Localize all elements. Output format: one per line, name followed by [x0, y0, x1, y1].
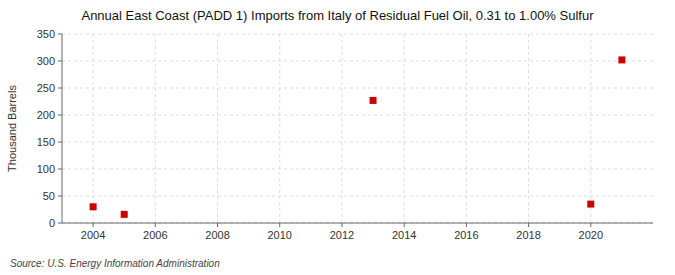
x-grid-line [279, 34, 280, 223]
x-grid-line [93, 34, 94, 223]
x-tick-label: 2004 [81, 229, 105, 241]
points [90, 56, 626, 217]
y-tick-label: 350 [37, 28, 55, 40]
x-tick-label: 2016 [454, 229, 478, 241]
y-grid-line [62, 61, 653, 62]
y-tick [58, 115, 62, 116]
y-grid-line [62, 169, 653, 170]
x-grid-line [217, 34, 218, 223]
y-grid-line [62, 196, 653, 197]
y-tick-label: 0 [49, 217, 55, 229]
x-grid-line [404, 34, 405, 223]
point [370, 97, 377, 104]
x-tick-label: 2012 [330, 229, 354, 241]
x-grid-line [528, 34, 529, 223]
x-tick-label: 2006 [143, 229, 167, 241]
y-tick-label: 100 [37, 163, 55, 175]
y-tick-label: 50 [43, 190, 55, 202]
y-grid-line [62, 142, 653, 143]
x-tick [155, 223, 156, 227]
y-tick [58, 142, 62, 143]
y-tick [58, 61, 62, 62]
x-grid-line [590, 34, 591, 223]
x-tick [279, 223, 280, 227]
y-tick-label: 150 [37, 136, 55, 148]
y-tick-label: 250 [37, 82, 55, 94]
y-tick [58, 196, 62, 197]
y-tick [58, 88, 62, 89]
x-tick-label: 2020 [579, 229, 603, 241]
chart-container: 2004 2006 2008 2010 2012 2014 2016 2018 2020 0 50 1… [0, 0, 675, 275]
x-axis: 2004 2006 2008 2010 2012 2014 2016 2018 2020 [81, 223, 603, 241]
grid [62, 34, 653, 223]
x-tick [466, 223, 467, 227]
y-tick [58, 223, 62, 224]
x-tick-label: 2008 [205, 229, 229, 241]
chart-title: Annual East Coast (PADD 1) Imports from … [81, 8, 594, 23]
x-grid-line [341, 34, 342, 223]
y-grid-line [62, 223, 653, 224]
x-tick-label: 2018 [516, 229, 540, 241]
x-tick [93, 223, 94, 227]
x-grid-line [466, 34, 467, 223]
x-grid-line [155, 34, 156, 223]
x-axis-line [62, 223, 653, 224]
y-grid-line [62, 34, 653, 35]
source-note: Source: U.S. Energy Information Administ… [10, 258, 220, 269]
y-grid-line [62, 115, 653, 116]
x-tick [341, 223, 342, 227]
point [587, 201, 594, 208]
x-tick-label: 2010 [267, 229, 291, 241]
chart-svg: 2004 2006 2008 2010 2012 2014 2016 2018 2020 0 50 1… [0, 0, 675, 275]
x-tick [217, 223, 218, 227]
y-axis: 0 50 100 150 200 250 300 350 [37, 28, 62, 229]
y-tick [58, 34, 62, 35]
x-tick-label: 2014 [392, 229, 416, 241]
point [618, 56, 625, 63]
x-tick [528, 223, 529, 227]
y-axis-line [62, 34, 63, 223]
point [121, 211, 128, 218]
y-tick-label: 300 [37, 55, 55, 67]
y-tick-label: 200 [37, 109, 55, 121]
y-axis-label: Thousand Barrels [6, 85, 18, 172]
x-tick [404, 223, 405, 227]
y-grid-line [62, 88, 653, 89]
point [90, 203, 97, 210]
x-tick [590, 223, 591, 227]
y-tick [58, 169, 62, 170]
